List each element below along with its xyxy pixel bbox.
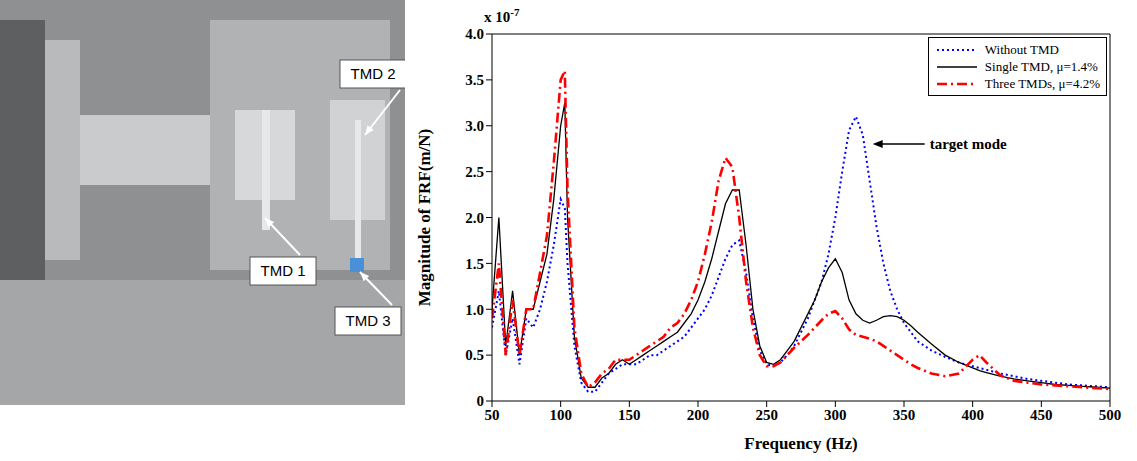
html-text:Single TMD, μ=1.4%: Single TMD, μ=1.4% [984, 58, 1098, 74]
svg-text:450: 450 [1030, 407, 1053, 423]
svg-text:Frequency (Hz): Frequency (Hz) [744, 434, 857, 453]
svg-text:Magnitude of FRF(m/N): Magnitude of FRF(m/N) [415, 129, 434, 307]
svg-text:0.5: 0.5 [465, 347, 484, 363]
svg-text:0: 0 [477, 393, 485, 409]
svg-text:250: 250 [755, 407, 778, 423]
html-text:Three TMDs, μ=4.2%: Three TMDs, μ=4.2% [984, 75, 1100, 91]
svg-text:3.0: 3.0 [465, 118, 484, 134]
html-text:Without TMD: Without TMD [984, 41, 1059, 57]
svg-text:3.5: 3.5 [465, 72, 484, 88]
svg-text:400: 400 [961, 407, 984, 423]
svg-text:50: 50 [485, 407, 500, 423]
svg-text:2.0: 2.0 [465, 210, 484, 226]
svg-text:TMD 2: TMD 2 [351, 65, 396, 82]
svg-text:1.0: 1.0 [465, 302, 484, 318]
svg-text:350: 350 [893, 407, 916, 423]
svg-text:2.5: 2.5 [465, 164, 484, 180]
svg-text:TMD 3: TMD 3 [346, 312, 391, 329]
svg-text:500: 500 [1099, 407, 1122, 423]
svg-text:100: 100 [549, 407, 572, 423]
html-text:x 10-7: x 10-7 [484, 6, 520, 25]
svg-text:1.5: 1.5 [465, 256, 484, 272]
svg-text:target mode: target mode [930, 136, 1007, 152]
svg-text:4.0: 4.0 [465, 26, 484, 42]
svg-text:150: 150 [618, 407, 641, 423]
svg-text:TMD 1: TMD 1 [261, 262, 306, 279]
svg-text:200: 200 [687, 407, 710, 423]
svg-text:300: 300 [824, 407, 847, 423]
